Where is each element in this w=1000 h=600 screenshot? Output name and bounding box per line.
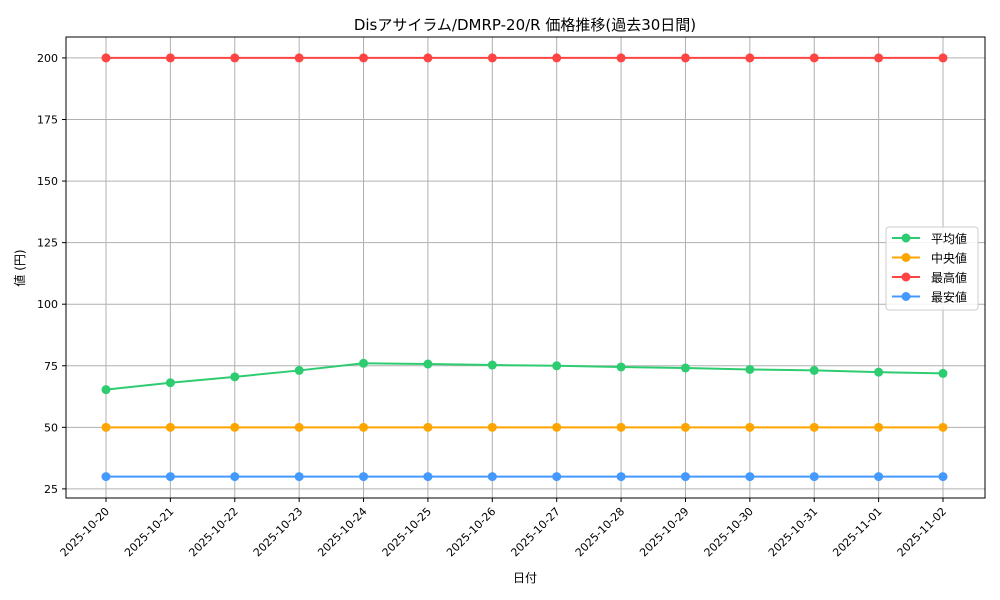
data-point [874,422,884,432]
data-point [552,53,562,63]
data-point [423,472,433,482]
plot-frame [65,36,986,499]
y-tick-label: 25 [44,483,58,496]
legend-label: 最安値 [931,290,967,305]
x-tick-label: 2025-11-02 [895,505,949,559]
data-point [745,422,755,432]
legend-label: 平均値 [931,231,967,246]
data-point [359,422,369,432]
y-tick-label: 100 [37,298,58,311]
data-point [165,378,175,388]
data-point [552,472,562,482]
data-point [165,422,175,432]
data-point [487,422,497,432]
data-point [745,53,755,63]
data-point [423,422,433,432]
x-tick-label: 2025-10-27 [508,505,562,559]
data-point [294,53,304,63]
data-point [359,472,369,482]
x-tick-label: 2025-10-28 [573,505,627,559]
data-point [680,53,690,63]
data-point [487,53,497,63]
legend-marker [901,233,911,243]
y-tick-label: 150 [37,175,58,188]
x-tick-label: 2025-10-22 [186,505,240,559]
data-point [552,422,562,432]
y-axis-label: 値 (円) [12,249,27,286]
data-point [809,472,819,482]
data-point [938,368,948,378]
data-point [101,385,111,395]
data-point [552,361,562,371]
x-tick-label: 2025-10-20 [58,505,112,559]
data-point [101,472,111,482]
data-point [294,365,304,375]
data-point [230,472,240,482]
y-tick-label: 175 [37,113,58,126]
data-point [230,53,240,63]
data-point [616,422,626,432]
data-point [745,472,755,482]
data-point [487,472,497,482]
x-tick-label: 2025-10-26 [444,505,498,559]
data-point [809,53,819,63]
x-tick-label: 2025-10-31 [766,505,820,559]
data-point [616,53,626,63]
data-point [874,53,884,63]
data-point [745,364,755,374]
data-point [874,472,884,482]
data-point [616,362,626,372]
data-point [616,472,626,482]
data-point [809,365,819,375]
data-point [359,53,369,63]
data-point [874,367,884,377]
data-point [423,359,433,369]
x-tick-label: 2025-10-23 [251,505,305,559]
legend-label: 最高値 [931,270,967,285]
chart-title: Disアサイラム/DMRP-20/R 価格推移(過去30日間) [354,16,696,34]
data-point [487,360,497,370]
data-point [938,472,948,482]
data-point [230,422,240,432]
y-tick-label: 75 [44,360,58,373]
data-point [101,53,111,63]
x-tick-label: 2025-10-29 [637,505,691,559]
x-tick-label: 2025-11-01 [830,505,884,559]
data-point [294,472,304,482]
y-tick-label: 50 [44,421,58,434]
x-tick-label: 2025-10-21 [122,505,176,559]
legend-marker [901,272,911,282]
data-point [230,372,240,382]
legend-label: 中央値 [931,251,967,266]
data-point [680,422,690,432]
y-tick-label: 200 [37,52,58,65]
data-point [294,422,304,432]
legend-box [885,226,979,311]
data-point [165,53,175,63]
data-point [101,422,111,432]
data-point [938,422,948,432]
data-point [938,53,948,63]
legend-marker [901,253,911,262]
series-line [105,362,944,391]
x-tick-label: 2025-10-24 [315,505,369,559]
x-tick-label: 2025-10-25 [380,505,434,559]
data-point [680,363,690,373]
x-tick-label: 2025-10-30 [702,505,756,559]
x-axis-label: 日付 [513,571,537,585]
data-point [423,53,433,63]
data-point [359,358,369,368]
data-point [680,472,690,482]
y-tick-label: 125 [37,237,58,250]
data-point [809,422,819,432]
data-point [165,472,175,482]
legend-marker [901,292,911,301]
